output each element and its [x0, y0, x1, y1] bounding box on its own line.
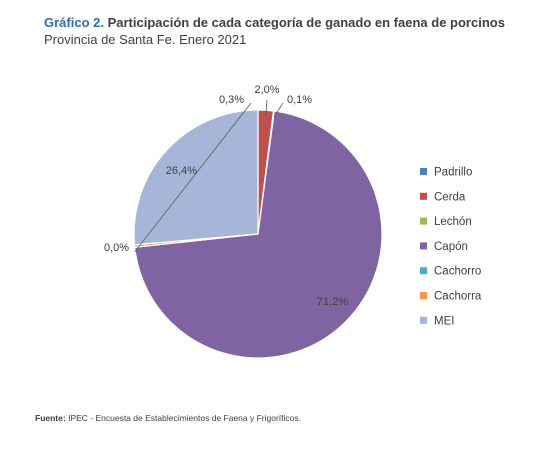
- source-text: IPEC - Encuesta de Establecimientos de F…: [68, 413, 301, 423]
- source-note: Fuente: IPEC - Encuesta de Establecimien…: [35, 413, 301, 423]
- data-label-cachorra: 0,3%: [219, 94, 244, 106]
- data-label-capon: 71,2%: [317, 296, 348, 308]
- slice-mei: [133, 109, 259, 246]
- leader-line-cachorra: [134, 102, 252, 253]
- leader-line-lechon: [273, 102, 284, 118]
- legend-swatch-cachorra: [420, 292, 427, 299]
- legend-label-mei: MEI: [434, 315, 454, 327]
- legend: Padrillo Cerda Lechón Capón Cachorro Cachorra…: [420, 167, 482, 327]
- legend-label-lechon: Lechón: [434, 216, 472, 228]
- legend-swatch-capon: [420, 242, 427, 250]
- pie-slices: [133, 109, 383, 359]
- legend-label-padrillo: Padrillo: [434, 167, 472, 179]
- legend-label-cachorra: Cachorra: [434, 291, 482, 303]
- legend-label-cachorro: Cachorro: [434, 266, 481, 278]
- legend-swatch-padrillo: [420, 168, 427, 175]
- legend-label-cerda: Cerda: [434, 191, 466, 203]
- chart-title: Gráfico 2. Participación de cada categor…: [44, 14, 544, 31]
- chart-title-prefix: Gráfico 2.: [44, 15, 104, 30]
- legend-swatch-lechon: [420, 217, 427, 225]
- legend-swatch-cachorro: [420, 267, 427, 275]
- data-label-cachorro: 0,0%: [104, 242, 129, 254]
- chart-header: Gráfico 2. Participación de cada categor…: [44, 14, 544, 48]
- legend-label-capon: Capón: [434, 241, 468, 253]
- chart-subtitle: Provincia de Santa Fe. Enero 2021: [44, 32, 247, 47]
- legend-swatch-mei: [420, 316, 427, 324]
- data-label-lechon: 0,1%: [287, 94, 312, 106]
- chart-title-text: Participación de cada categoría de ganad…: [107, 15, 505, 30]
- legend-swatch-cerda: [420, 192, 427, 200]
- data-labels: 2,0% 0,1% 71,2% 0,0% 0,3% 26,4%: [104, 84, 348, 308]
- leader-line-cerda: [265, 99, 268, 117]
- data-label-cerda: 2,0%: [254, 84, 279, 96]
- leader-lines: [134, 99, 284, 253]
- data-label-mei: 26,4%: [166, 165, 197, 177]
- source-label: Fuente:: [35, 413, 66, 423]
